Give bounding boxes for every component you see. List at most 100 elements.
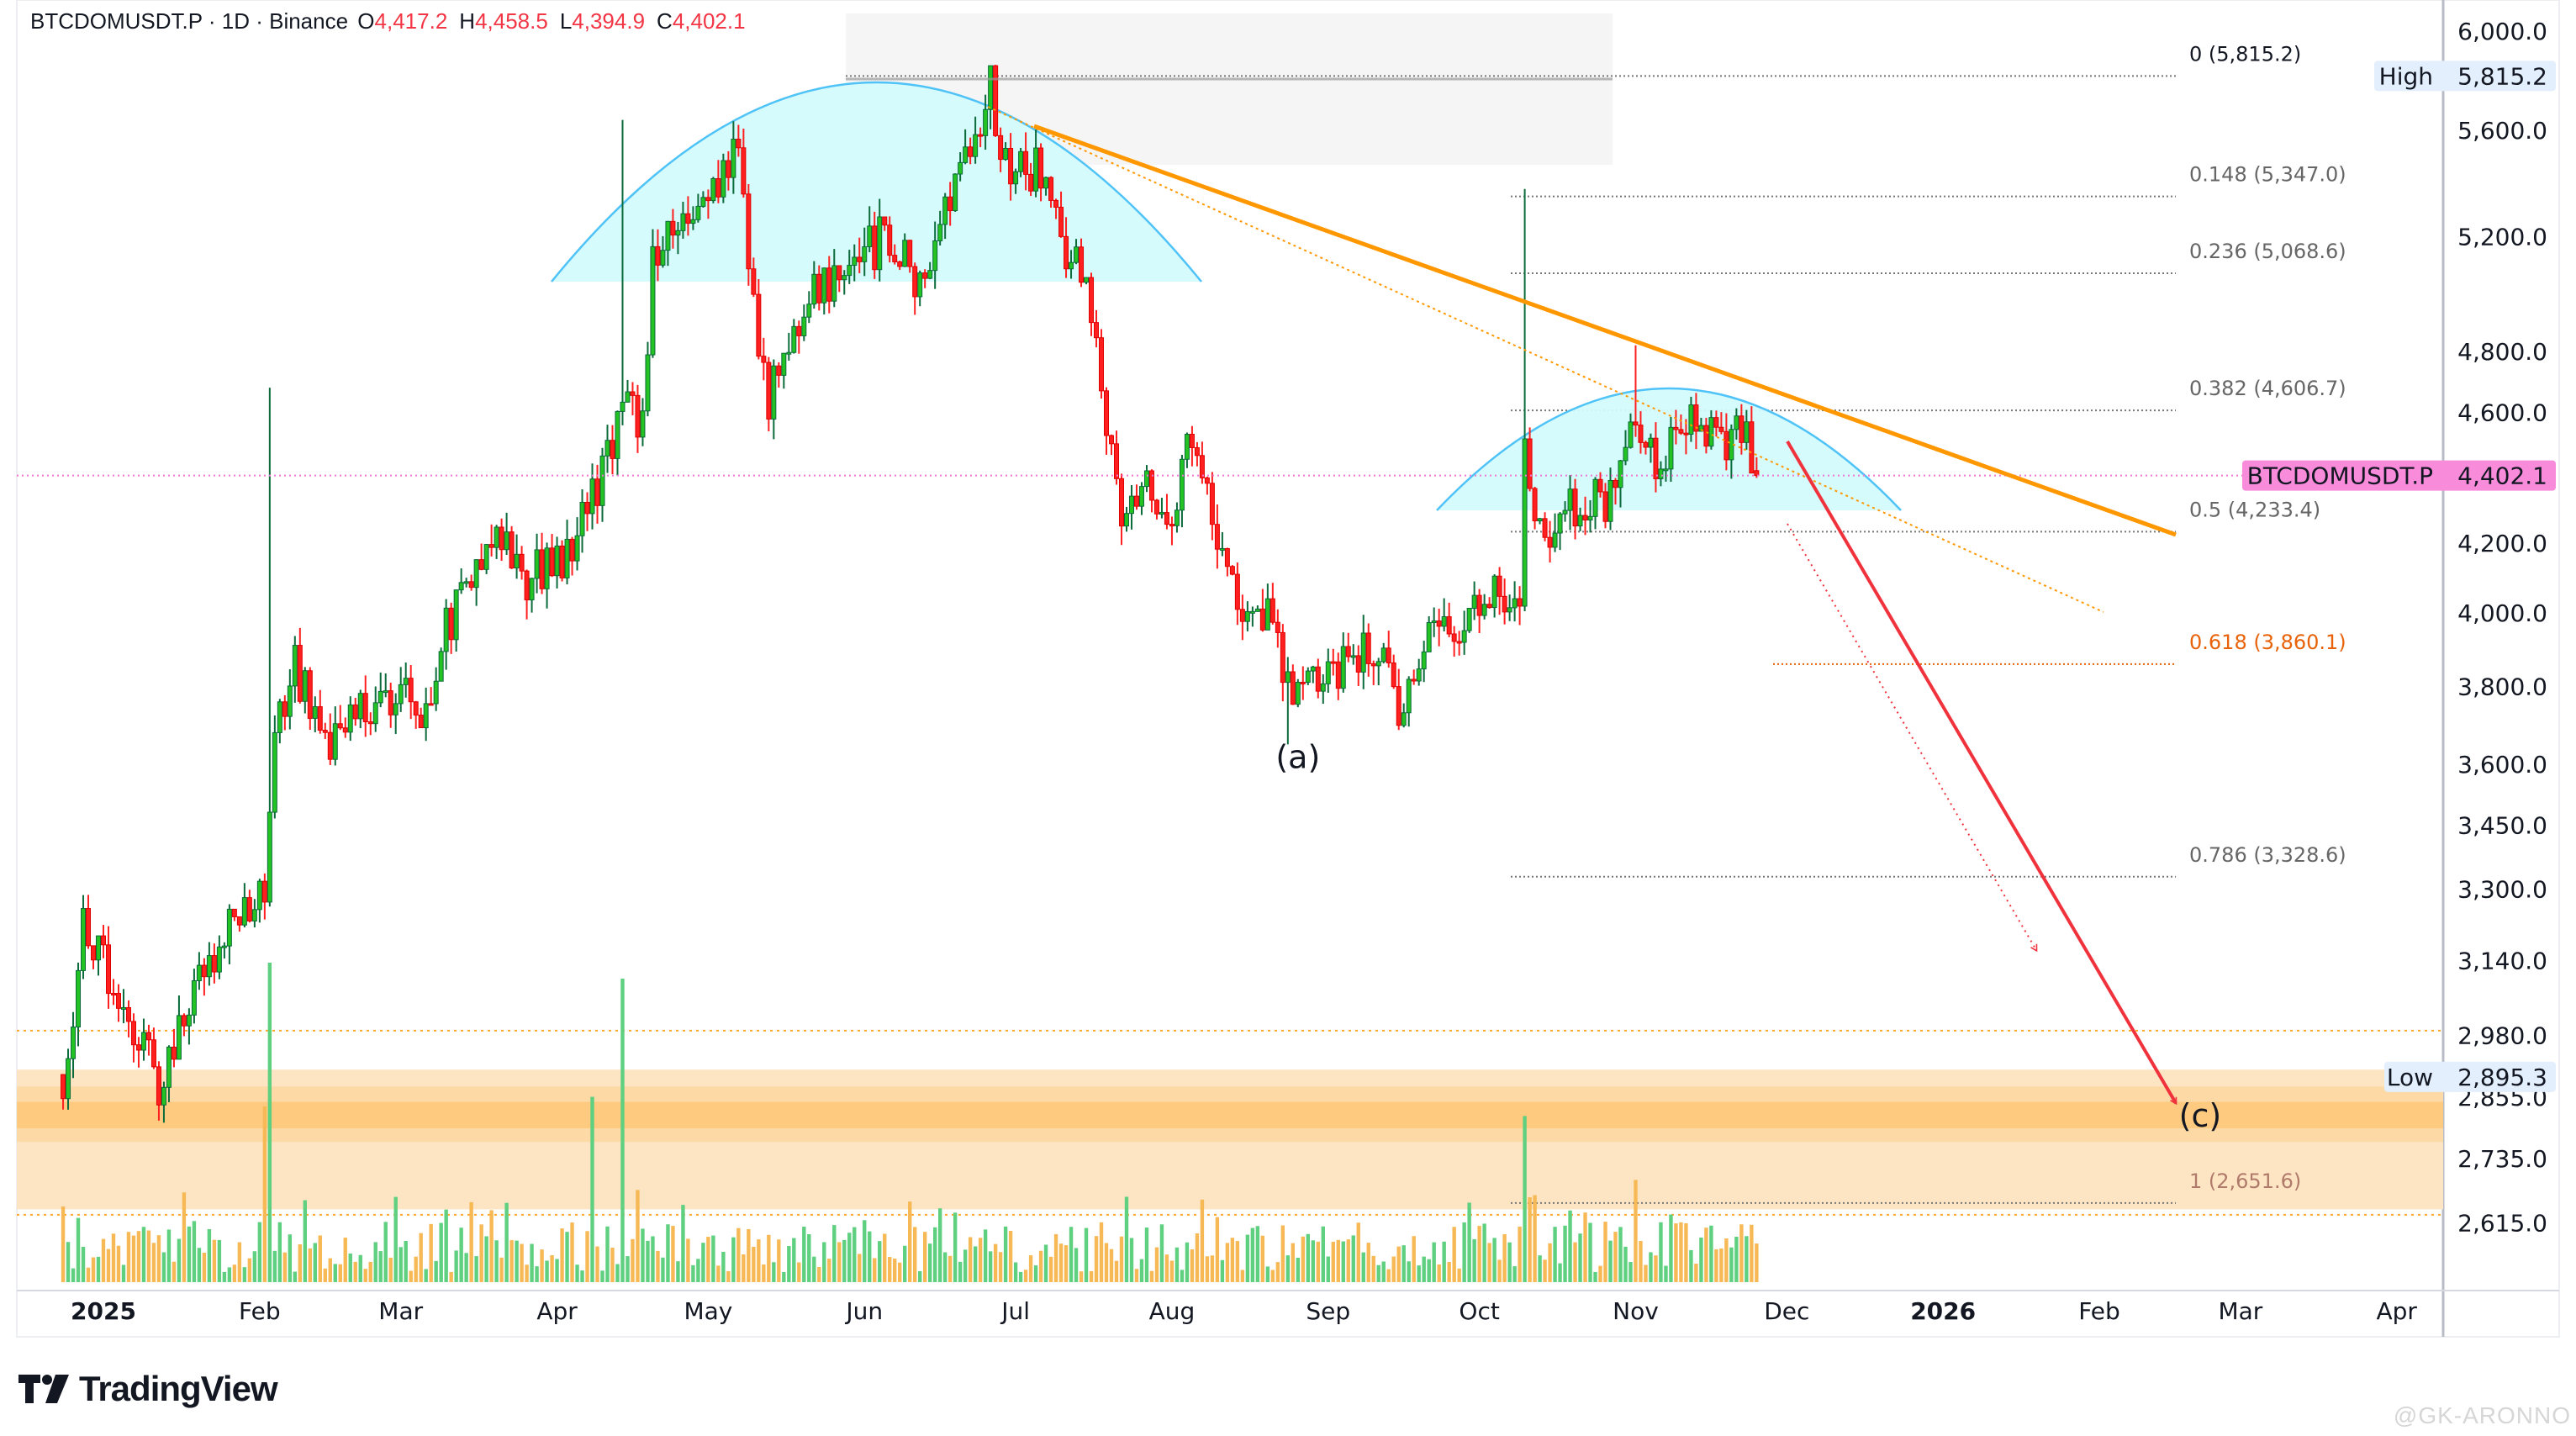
volume-bar bbox=[1482, 1223, 1486, 1282]
volume-bar bbox=[207, 1228, 212, 1282]
candle-up bbox=[251, 909, 257, 921]
time-tick-label: Mar bbox=[378, 1297, 423, 1325]
candle-down bbox=[297, 645, 303, 702]
volume-bar bbox=[1164, 1254, 1169, 1282]
candle-down bbox=[246, 897, 252, 921]
volume-bar bbox=[696, 1259, 700, 1282]
candle-down bbox=[1094, 322, 1100, 339]
volume-bar bbox=[378, 1251, 383, 1282]
volume-bar bbox=[1104, 1243, 1109, 1282]
candle-up bbox=[1577, 515, 1583, 527]
time-tick-label: 2025 bbox=[71, 1297, 136, 1325]
candle-down bbox=[1542, 518, 1548, 538]
candle-down bbox=[1396, 686, 1401, 726]
candle-down bbox=[1038, 147, 1044, 189]
volume-bar bbox=[1533, 1195, 1537, 1282]
candle-up bbox=[206, 955, 212, 978]
candle-up bbox=[973, 134, 979, 157]
volume-bar bbox=[373, 1242, 377, 1282]
volume-bar bbox=[782, 1271, 786, 1282]
candle-down bbox=[110, 992, 116, 995]
candle-up bbox=[589, 478, 595, 515]
volume-bar bbox=[1654, 1255, 1658, 1282]
candle-down bbox=[488, 544, 494, 548]
volume-bar bbox=[424, 1269, 428, 1282]
drawings[interactable]: (a) (c) bbox=[17, 77, 2443, 1134]
candle-up bbox=[1249, 610, 1255, 614]
volume-bar bbox=[873, 1258, 877, 1282]
candle-up bbox=[1537, 518, 1543, 522]
time-tick-label: Sep bbox=[1306, 1297, 1350, 1325]
fib-retracement[interactable]: 0 (5,815.2) 0.148 (5,347.0) 0.236 (5,068.6… bbox=[846, 42, 2346, 1204]
candle-up bbox=[277, 701, 282, 733]
price-tick-label: 3,600.0 bbox=[2457, 751, 2547, 779]
candle-down bbox=[1280, 631, 1285, 684]
volume-bar bbox=[237, 1242, 242, 1282]
candle-up bbox=[393, 703, 399, 715]
volume-bar bbox=[282, 1252, 288, 1282]
volume-bar bbox=[1280, 1225, 1285, 1282]
volume-bar bbox=[570, 1222, 574, 1282]
volume-bar bbox=[540, 1249, 544, 1282]
volume-bar bbox=[908, 1201, 912, 1282]
candle-up bbox=[700, 197, 706, 207]
volume-bar bbox=[1321, 1226, 1325, 1282]
candle-up bbox=[529, 578, 535, 601]
volume-bar bbox=[197, 1248, 202, 1282]
candle-down bbox=[630, 391, 636, 396]
candle-up bbox=[932, 240, 938, 272]
candle-down bbox=[261, 880, 267, 903]
candle-up bbox=[942, 196, 948, 225]
volume-bar bbox=[1114, 1260, 1119, 1282]
candle-up bbox=[1663, 468, 1669, 472]
candle-down bbox=[715, 177, 721, 198]
volume-bar bbox=[1679, 1222, 1683, 1282]
candle-down bbox=[1089, 277, 1095, 324]
volume-bar bbox=[1094, 1236, 1099, 1282]
symbol-header: BTCDOMUSDT.P · 1D · Binance O4,417.2 H4,4… bbox=[30, 8, 757, 34]
candle-down bbox=[1602, 491, 1608, 522]
candle-up bbox=[1310, 666, 1316, 672]
candle-up bbox=[166, 1046, 172, 1088]
candle-down bbox=[1028, 173, 1034, 192]
volume-bar bbox=[1200, 1199, 1205, 1282]
volume-bar bbox=[1734, 1236, 1739, 1282]
candle-up bbox=[1360, 632, 1366, 673]
time-axis[interactable]: 2025 Feb Mar Apr May Jun Jul Aug Sep Oct Nov Dec 202… bbox=[71, 1297, 2417, 1325]
candle-up bbox=[1305, 670, 1311, 684]
candle-down bbox=[211, 955, 217, 973]
candle-down bbox=[1638, 425, 1644, 443]
candle-up bbox=[1744, 421, 1750, 443]
ohlc-low: 4,394.9 bbox=[572, 8, 646, 34]
candle-down bbox=[61, 1074, 66, 1100]
volume-bar bbox=[671, 1226, 675, 1282]
volume-bar bbox=[257, 1222, 262, 1282]
candle-up bbox=[216, 946, 222, 973]
candle-down bbox=[655, 245, 661, 266]
volume-bar bbox=[288, 1234, 293, 1282]
price-axis[interactable]: 6,000.0 5,600.0 5,200.0 4,800.0 4,600.0 4,200… bbox=[2242, 18, 2556, 1238]
candle-down bbox=[705, 197, 711, 202]
candle-up bbox=[1264, 598, 1270, 631]
candle-up bbox=[791, 325, 797, 353]
candle-down bbox=[1497, 575, 1502, 597]
tradingview-logo[interactable]: TradingView bbox=[18, 1369, 278, 1409]
volume-bar bbox=[1043, 1244, 1048, 1282]
volume-bar bbox=[1245, 1234, 1250, 1282]
candle-down bbox=[1275, 621, 1280, 633]
volume-bar bbox=[1058, 1243, 1064, 1282]
volume-bar bbox=[1563, 1225, 1567, 1282]
volume-bar bbox=[1336, 1239, 1340, 1282]
volume-bar bbox=[550, 1255, 554, 1282]
candle-down bbox=[837, 265, 842, 281]
candle-down bbox=[1739, 415, 1745, 443]
volume-bar bbox=[1422, 1256, 1426, 1282]
time-tick-label: Feb bbox=[239, 1297, 281, 1325]
volume-bar bbox=[1618, 1227, 1623, 1282]
volume-bar bbox=[439, 1222, 443, 1282]
symbol-info[interactable]: BTCDOMUSDT.P · 1D · Binance bbox=[30, 8, 349, 34]
fib-level-label: 0.618 (3,860.1) bbox=[2189, 631, 2346, 654]
candle-up bbox=[226, 908, 232, 947]
volume-bar bbox=[1023, 1270, 1028, 1282]
